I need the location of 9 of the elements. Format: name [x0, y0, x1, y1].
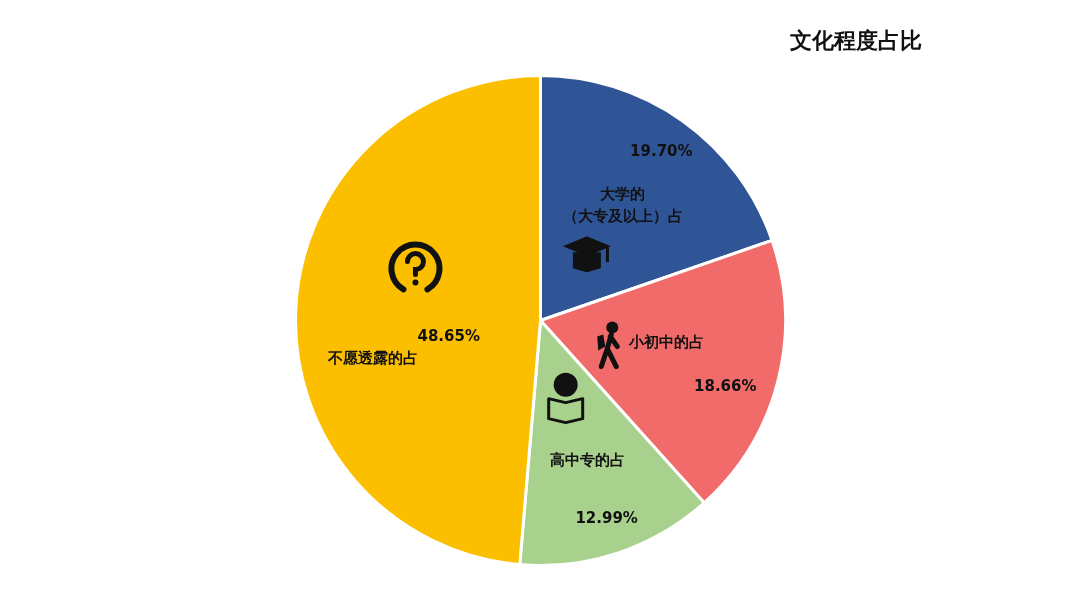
slice-label: 不愿透露的占: [327, 348, 419, 367]
data-label: 18.66%: [694, 376, 757, 395]
data-label: 12.99%: [575, 508, 638, 527]
slice-label: 小初中的占: [627, 332, 704, 351]
data-label: 48.65%: [417, 326, 480, 345]
text: 文化程度占比: [788, 28, 922, 53]
data-label: 19.70%: [630, 141, 693, 160]
slice-label: 大学的（大专及以上）占: [562, 184, 683, 226]
slice-label: 高中专的占: [549, 450, 625, 469]
